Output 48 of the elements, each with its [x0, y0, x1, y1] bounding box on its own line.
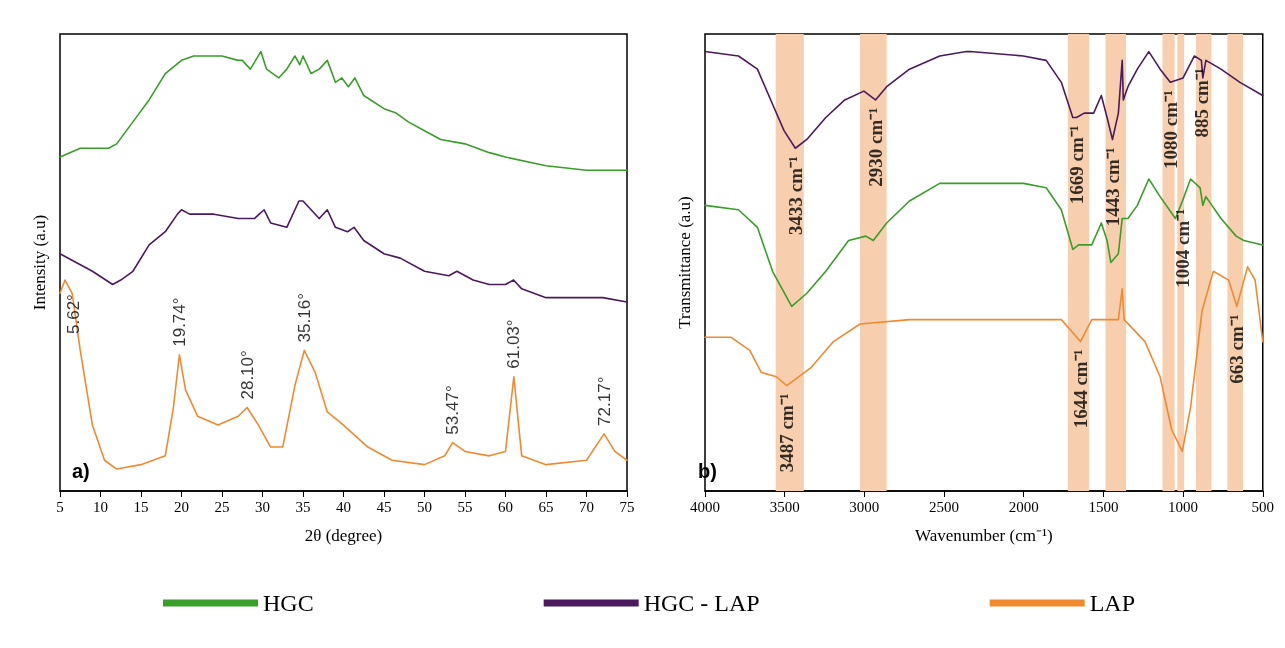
- x-tick-label: 55: [457, 498, 473, 515]
- legend-label: HGC - LAP: [643, 590, 760, 616]
- annotation: 53.47°: [443, 385, 463, 435]
- x-axis-title: Wavenumber (cm⁻¹): [915, 526, 1053, 545]
- annotation: 1004 cm⁻¹: [1171, 208, 1193, 288]
- annotation: 1644 cm⁻¹: [1069, 349, 1091, 429]
- annotation: 1669 cm⁻¹: [1065, 125, 1087, 205]
- annotation: 1443 cm⁻¹: [1101, 147, 1123, 227]
- y-axis-title: Intensity (a.u): [30, 214, 49, 311]
- x-tick-label: 4000: [690, 498, 720, 515]
- annotation: 3433 cm⁻¹: [784, 156, 806, 235]
- x-tick-label: 500: [1251, 498, 1274, 515]
- annotation: 35.16°: [294, 293, 314, 343]
- annotation: 2930 cm⁻¹: [865, 107, 887, 187]
- x-tick-label: 1500: [1088, 498, 1119, 515]
- x-tick-label: 60: [498, 498, 513, 515]
- x-tick-label: 35: [295, 498, 311, 515]
- annotation: 28.10°: [237, 350, 257, 400]
- x-tick-label: 50: [417, 498, 432, 515]
- legend-label: LAP: [1089, 590, 1136, 616]
- x-tick-label: 5: [56, 498, 64, 515]
- x-tick-label: 65: [538, 498, 554, 515]
- x-tick-label: 2000: [1008, 498, 1039, 515]
- annotation: 19.74°: [169, 297, 189, 347]
- annotation: 885 cm⁻¹: [1190, 68, 1212, 138]
- x-tick-label: 30: [255, 498, 270, 515]
- x-tick-label: 70: [579, 498, 594, 515]
- annotation: 72.17°: [594, 376, 614, 426]
- x-tick-label: 3500: [769, 498, 800, 515]
- annotation: 663 cm⁻¹: [1226, 314, 1248, 384]
- x-tick-label: 3000: [849, 498, 880, 515]
- legend-label: HGC: [263, 590, 314, 616]
- x-axis-title: 2θ (degree): [304, 526, 383, 545]
- annotation: 1080 cm⁻¹: [1159, 90, 1181, 170]
- y-axis-title: Transmittance (a.u): [675, 196, 694, 329]
- x-tick-label: 75: [619, 498, 635, 515]
- x-tick-label: 20: [174, 498, 189, 515]
- annotation: a): [72, 460, 90, 482]
- x-tick-label: 45: [376, 498, 392, 515]
- x-tick-label: 15: [133, 498, 149, 515]
- x-tick-label: 1000: [1168, 498, 1199, 515]
- x-tick-label: 40: [336, 498, 351, 515]
- x-tick-label: 10: [93, 498, 108, 515]
- annotation: 5.62°: [63, 294, 83, 334]
- x-tick-label: 2500: [929, 498, 960, 515]
- annotation: 61.03°: [504, 319, 524, 369]
- annotation: 3487 cm⁻¹: [776, 393, 798, 473]
- x-tick-label: 25: [214, 498, 230, 515]
